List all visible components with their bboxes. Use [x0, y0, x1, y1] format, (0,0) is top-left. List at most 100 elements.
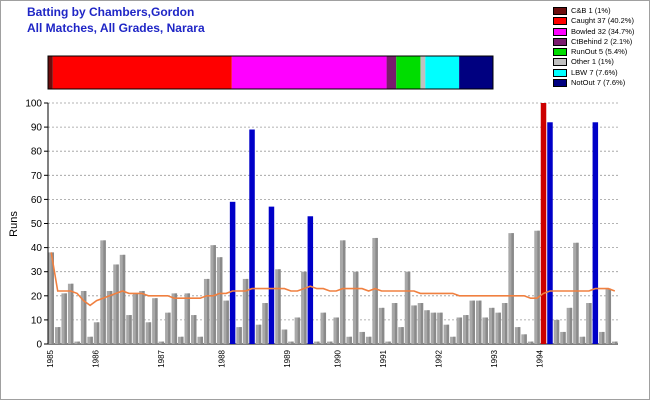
- innings-bar-shade: [122, 254, 126, 344]
- innings-bar-shade: [517, 327, 521, 344]
- innings-bar: [437, 312, 443, 344]
- innings-bar-shade: [304, 271, 307, 344]
- innings-bar: [288, 341, 294, 344]
- innings-bar-shade: [148, 322, 152, 344]
- legend-label: Caught 37 (40.2%): [571, 16, 634, 26]
- innings-bar: [100, 240, 106, 344]
- innings-bar-shade: [330, 341, 333, 344]
- innings-bar: [359, 331, 365, 344]
- chart-title: Batting by Chambers,Gordon: [27, 5, 195, 19]
- not-out-bar: [547, 122, 553, 344]
- dismissal-segment: [48, 56, 53, 89]
- innings-bar: [573, 242, 579, 344]
- innings-bar: [320, 312, 327, 344]
- innings-bar-shade: [453, 336, 456, 344]
- innings-bar: [560, 331, 566, 344]
- innings-bar: [314, 341, 320, 344]
- innings-bar: [456, 317, 463, 344]
- innings-bar: [184, 293, 191, 344]
- innings-bar: [378, 307, 385, 344]
- not-out-bar: [592, 122, 599, 344]
- innings-bar-shade: [608, 288, 612, 344]
- not-out-bar: [229, 201, 236, 344]
- x-year-label: 1988: [218, 349, 227, 367]
- innings-bar: [203, 278, 210, 344]
- innings-bar-shade: [77, 341, 80, 344]
- innings-bar-shade: [64, 293, 67, 344]
- y-tick-label: 40: [31, 243, 43, 254]
- x-year-label: 1994: [535, 349, 544, 367]
- legend-swatch: [553, 79, 567, 88]
- innings-bar-shade: [446, 324, 450, 344]
- legend-label: Other 1 (1%): [571, 57, 614, 67]
- legend-swatch: [553, 48, 567, 57]
- innings-bar: [158, 341, 165, 344]
- innings-bar-shade: [381, 307, 385, 344]
- innings-bar-shade: [602, 331, 605, 344]
- innings-bar-shade: [96, 322, 100, 344]
- innings-bar-shade: [206, 278, 210, 344]
- innings-bar-shade: [375, 237, 378, 344]
- innings-bar: [450, 336, 456, 344]
- y-tick-label: 90: [31, 123, 43, 134]
- legend-swatch: [553, 17, 567, 26]
- innings-bar-shade: [433, 312, 437, 344]
- innings-bar-shade: [187, 293, 191, 344]
- y-tick-label: 100: [25, 99, 42, 110]
- innings-bar: [417, 303, 424, 344]
- innings-bar-shade: [401, 327, 404, 344]
- legend-label: LBW 7 (7.6%): [571, 67, 618, 77]
- innings-bar-shade: [103, 240, 106, 344]
- x-year-label: 1985: [46, 349, 55, 367]
- innings-bar-shade: [168, 312, 171, 344]
- innings-bar-shade: [563, 331, 566, 344]
- innings-bar: [495, 312, 501, 344]
- innings-bar-shade: [459, 317, 463, 344]
- legend-label: NotOut 7 (7.6%): [571, 78, 626, 88]
- innings-bar: [327, 341, 333, 344]
- innings-bar: [242, 278, 249, 344]
- legend-label: C&B 1 (1%): [571, 6, 611, 15]
- innings-bar-shade: [70, 283, 74, 344]
- innings-bar: [372, 237, 378, 344]
- innings-bar-shade: [355, 271, 359, 344]
- innings-bar-shade: [116, 264, 119, 344]
- innings-bar: [385, 341, 391, 344]
- innings-bar: [339, 240, 346, 344]
- innings-bar: [514, 327, 521, 344]
- not-out-bar: [249, 129, 255, 344]
- legend-item: Bowled 32 (34.7%): [551, 27, 646, 37]
- innings-bar-shade: [317, 341, 320, 344]
- innings-bar-shade: [420, 303, 424, 344]
- legend-item: Caught 37 (40.2%): [551, 16, 646, 26]
- y-tick-label: 10: [31, 315, 43, 326]
- dismissal-segment: [459, 56, 493, 89]
- innings-bar: [333, 317, 339, 344]
- x-year-label: 1986: [91, 349, 100, 367]
- innings-bar-shade: [342, 240, 346, 344]
- innings-bar: [599, 331, 605, 344]
- innings-bar-shade: [427, 310, 430, 344]
- y-tick-label: 60: [31, 195, 43, 206]
- innings-bar-shade: [491, 307, 495, 344]
- y-tick-label: 20: [31, 291, 43, 302]
- average-line: [50, 252, 616, 307]
- innings-bar: [171, 293, 178, 344]
- innings-bar: [501, 303, 508, 344]
- innings-bar-shade: [161, 341, 165, 344]
- innings-bar-shade: [349, 336, 352, 344]
- legend-item: Other 1 (1%): [551, 57, 646, 67]
- innings-bar-shade: [524, 334, 527, 344]
- innings-bar-shade: [181, 336, 184, 344]
- innings-bar: [521, 334, 527, 344]
- innings-bar: [281, 329, 288, 344]
- x-year-label: 1992: [434, 349, 443, 367]
- innings-bar-shade: [174, 293, 178, 344]
- dismissal-segment: [386, 56, 397, 89]
- innings-bar-shade: [336, 317, 339, 344]
- innings-bar: [216, 257, 223, 344]
- innings-bar: [67, 283, 74, 344]
- y-tick-label: 70: [31, 171, 43, 182]
- innings-bar: [508, 233, 514, 344]
- innings-bar: [488, 307, 495, 344]
